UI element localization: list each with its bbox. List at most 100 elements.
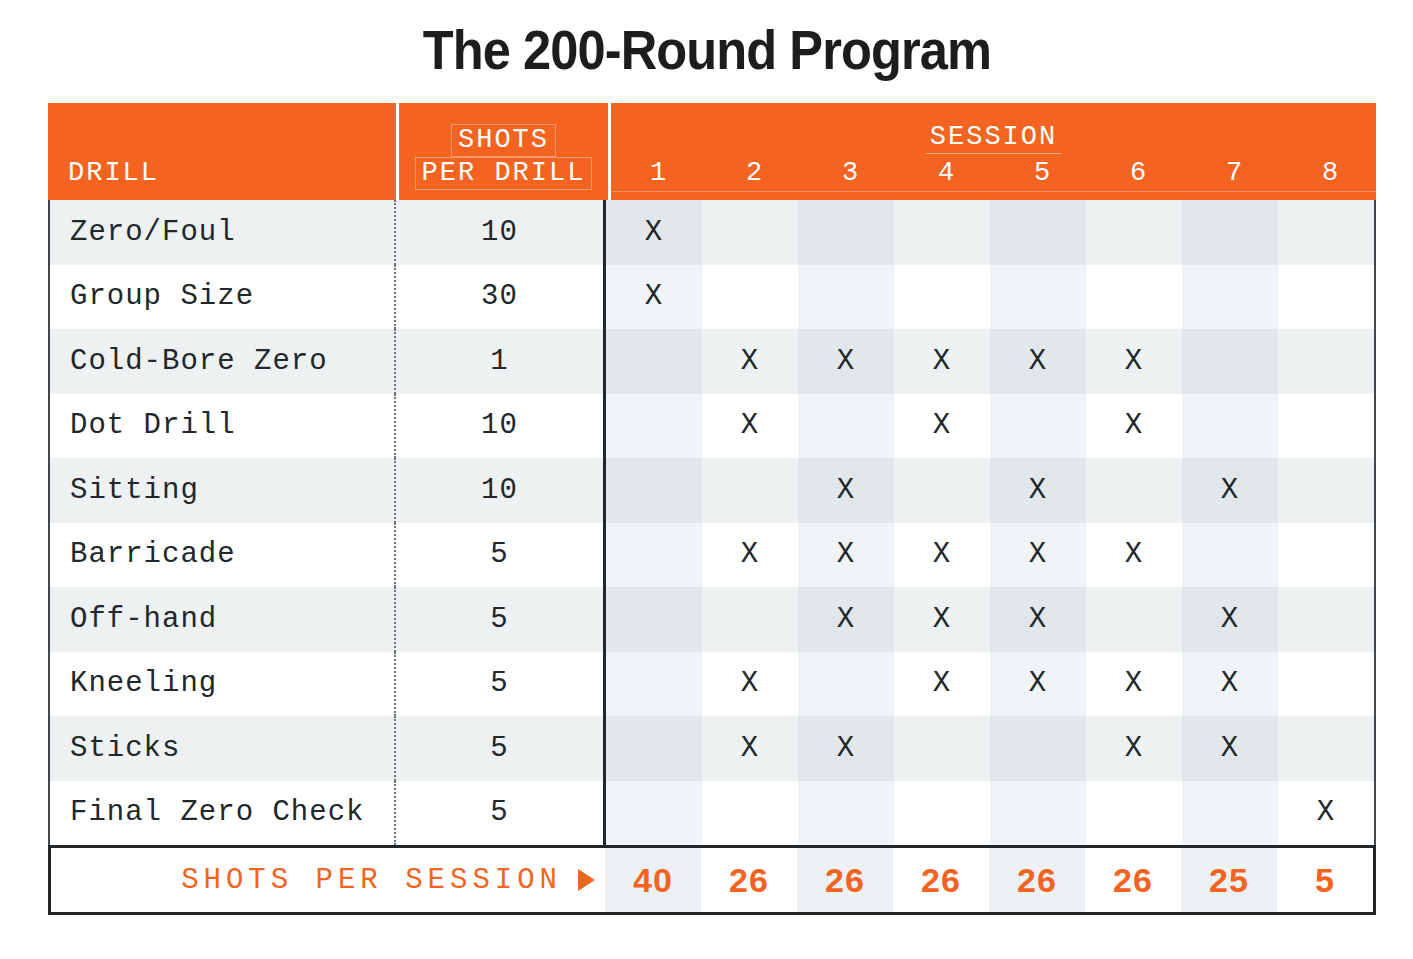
shots-per-drill-column-header: SHOTS PER DRILL — [396, 103, 608, 200]
table-body: Zero/Foul10XGroup Size30XCold-Bore Zero1… — [48, 200, 1376, 845]
x-mark: X — [837, 603, 855, 636]
session-5-cell: X — [990, 652, 1086, 717]
x-mark: X — [1125, 345, 1143, 378]
x-mark: X — [1029, 345, 1047, 378]
session-6-cell — [1086, 458, 1182, 523]
shots-per-session-value: 26 — [701, 848, 797, 912]
session-5-header-number: 5 — [995, 156, 1091, 191]
session-3-cell: X — [798, 523, 894, 588]
session-4-cell: X — [894, 587, 990, 652]
session-7-cell — [1182, 265, 1278, 330]
infographic-page: The 200-Round Program DRILL SHOTS PER DR… — [0, 0, 1413, 959]
shots-per-drill-value: 30 — [396, 265, 606, 330]
session-3-cell — [798, 652, 894, 717]
table-row: Dot Drill10XXX — [50, 394, 1374, 459]
drill-name: Barricade — [50, 523, 396, 588]
session-2-cell — [702, 200, 798, 265]
session-7-cell: X — [1182, 458, 1278, 523]
session-3-header-number: 3 — [803, 156, 899, 191]
session-8-cell — [1278, 394, 1374, 459]
session-3-cell — [798, 200, 894, 265]
drill-name: Kneeling — [50, 652, 396, 717]
session-3-cell: X — [798, 716, 894, 781]
drill-name: Dot Drill — [50, 394, 396, 459]
x-mark: X — [933, 667, 951, 700]
session-7-header-number: 7 — [1187, 156, 1283, 191]
table-row: Group Size30X — [50, 265, 1374, 330]
session-5-cell — [990, 781, 1086, 846]
drill-name: Off-hand — [50, 587, 396, 652]
shots-per-drill-value: 5 — [396, 716, 606, 781]
shots-per-drill-value: 5 — [396, 781, 606, 846]
x-mark: X — [1125, 667, 1143, 700]
shots-per-session-value: 5 — [1277, 848, 1373, 912]
session-6-cell — [1086, 781, 1182, 846]
x-mark: X — [933, 345, 951, 378]
session-7-cell — [1182, 394, 1278, 459]
page-title: The 200-Round Program — [422, 18, 990, 82]
session-5-cell: X — [990, 523, 1086, 588]
session-7-cell — [1182, 781, 1278, 846]
session-5-cell — [990, 265, 1086, 330]
session-1-header-number: 1 — [611, 156, 707, 191]
shots-per-session-value: 40 — [605, 848, 701, 912]
session-2-cell: X — [702, 523, 798, 588]
session-column-header: SESSION 12345678 — [608, 103, 1376, 200]
session-1-cell: X — [606, 200, 702, 265]
x-mark: X — [1125, 409, 1143, 442]
session-1-cell — [606, 652, 702, 717]
session-3-cell: X — [798, 458, 894, 523]
shots-per-drill-value: 10 — [396, 458, 606, 523]
shots-header-line2: PER DRILL — [415, 157, 593, 190]
session-8-cell — [1278, 458, 1374, 523]
x-mark: X — [837, 732, 855, 765]
x-mark: X — [741, 409, 759, 442]
table-footer: SHOTS PER SESSION 402626262626255 — [48, 845, 1376, 915]
table-row: Zero/Foul10X — [50, 200, 1374, 265]
session-2-cell — [702, 458, 798, 523]
session-8-cell — [1278, 587, 1374, 652]
table-header: DRILL SHOTS PER DRILL SESSION 12345678 — [48, 103, 1376, 200]
session-8-cell — [1278, 716, 1374, 781]
session-3-cell: X — [798, 587, 894, 652]
shots-header-line1: SHOTS — [451, 124, 556, 157]
table-row: Barricade5XXXXX — [50, 523, 1374, 588]
right-arrow-icon — [578, 869, 595, 891]
x-mark: X — [837, 345, 855, 378]
session-6-cell: X — [1086, 716, 1182, 781]
drill-column-header: DRILL — [48, 103, 396, 200]
session-4-cell — [894, 781, 990, 846]
x-mark: X — [933, 603, 951, 636]
session-2-cell: X — [702, 394, 798, 459]
x-mark: X — [741, 345, 759, 378]
x-mark: X — [645, 216, 663, 249]
session-5-cell: X — [990, 329, 1086, 394]
x-mark: X — [1029, 538, 1047, 571]
session-5-cell: X — [990, 458, 1086, 523]
shots-per-drill-value: 10 — [396, 200, 606, 265]
x-mark: X — [1125, 732, 1143, 765]
session-3-cell — [798, 781, 894, 846]
session-3-cell — [798, 394, 894, 459]
session-1-cell — [606, 394, 702, 459]
shots-per-session-label: SHOTS PER SESSION — [51, 848, 605, 912]
table-row: Final Zero Check5X — [50, 781, 1374, 846]
session-2-cell — [702, 587, 798, 652]
table-row: Sitting10XXX — [50, 458, 1374, 523]
session-6-cell — [1086, 200, 1182, 265]
x-mark: X — [645, 280, 663, 313]
session-8-cell: X — [1278, 781, 1374, 846]
x-mark: X — [837, 474, 855, 507]
table-row: Off-hand5XXXX — [50, 587, 1374, 652]
session-4-cell: X — [894, 652, 990, 717]
session-6-cell: X — [1086, 523, 1182, 588]
x-mark: X — [741, 732, 759, 765]
x-mark: X — [741, 667, 759, 700]
session-1-cell — [606, 523, 702, 588]
shots-per-drill-value: 10 — [396, 394, 606, 459]
session-2-cell: X — [702, 329, 798, 394]
x-mark: X — [837, 538, 855, 571]
shots-per-session-value: 26 — [893, 848, 989, 912]
x-mark: X — [1221, 603, 1239, 636]
shots-per-session-value: 26 — [797, 848, 893, 912]
